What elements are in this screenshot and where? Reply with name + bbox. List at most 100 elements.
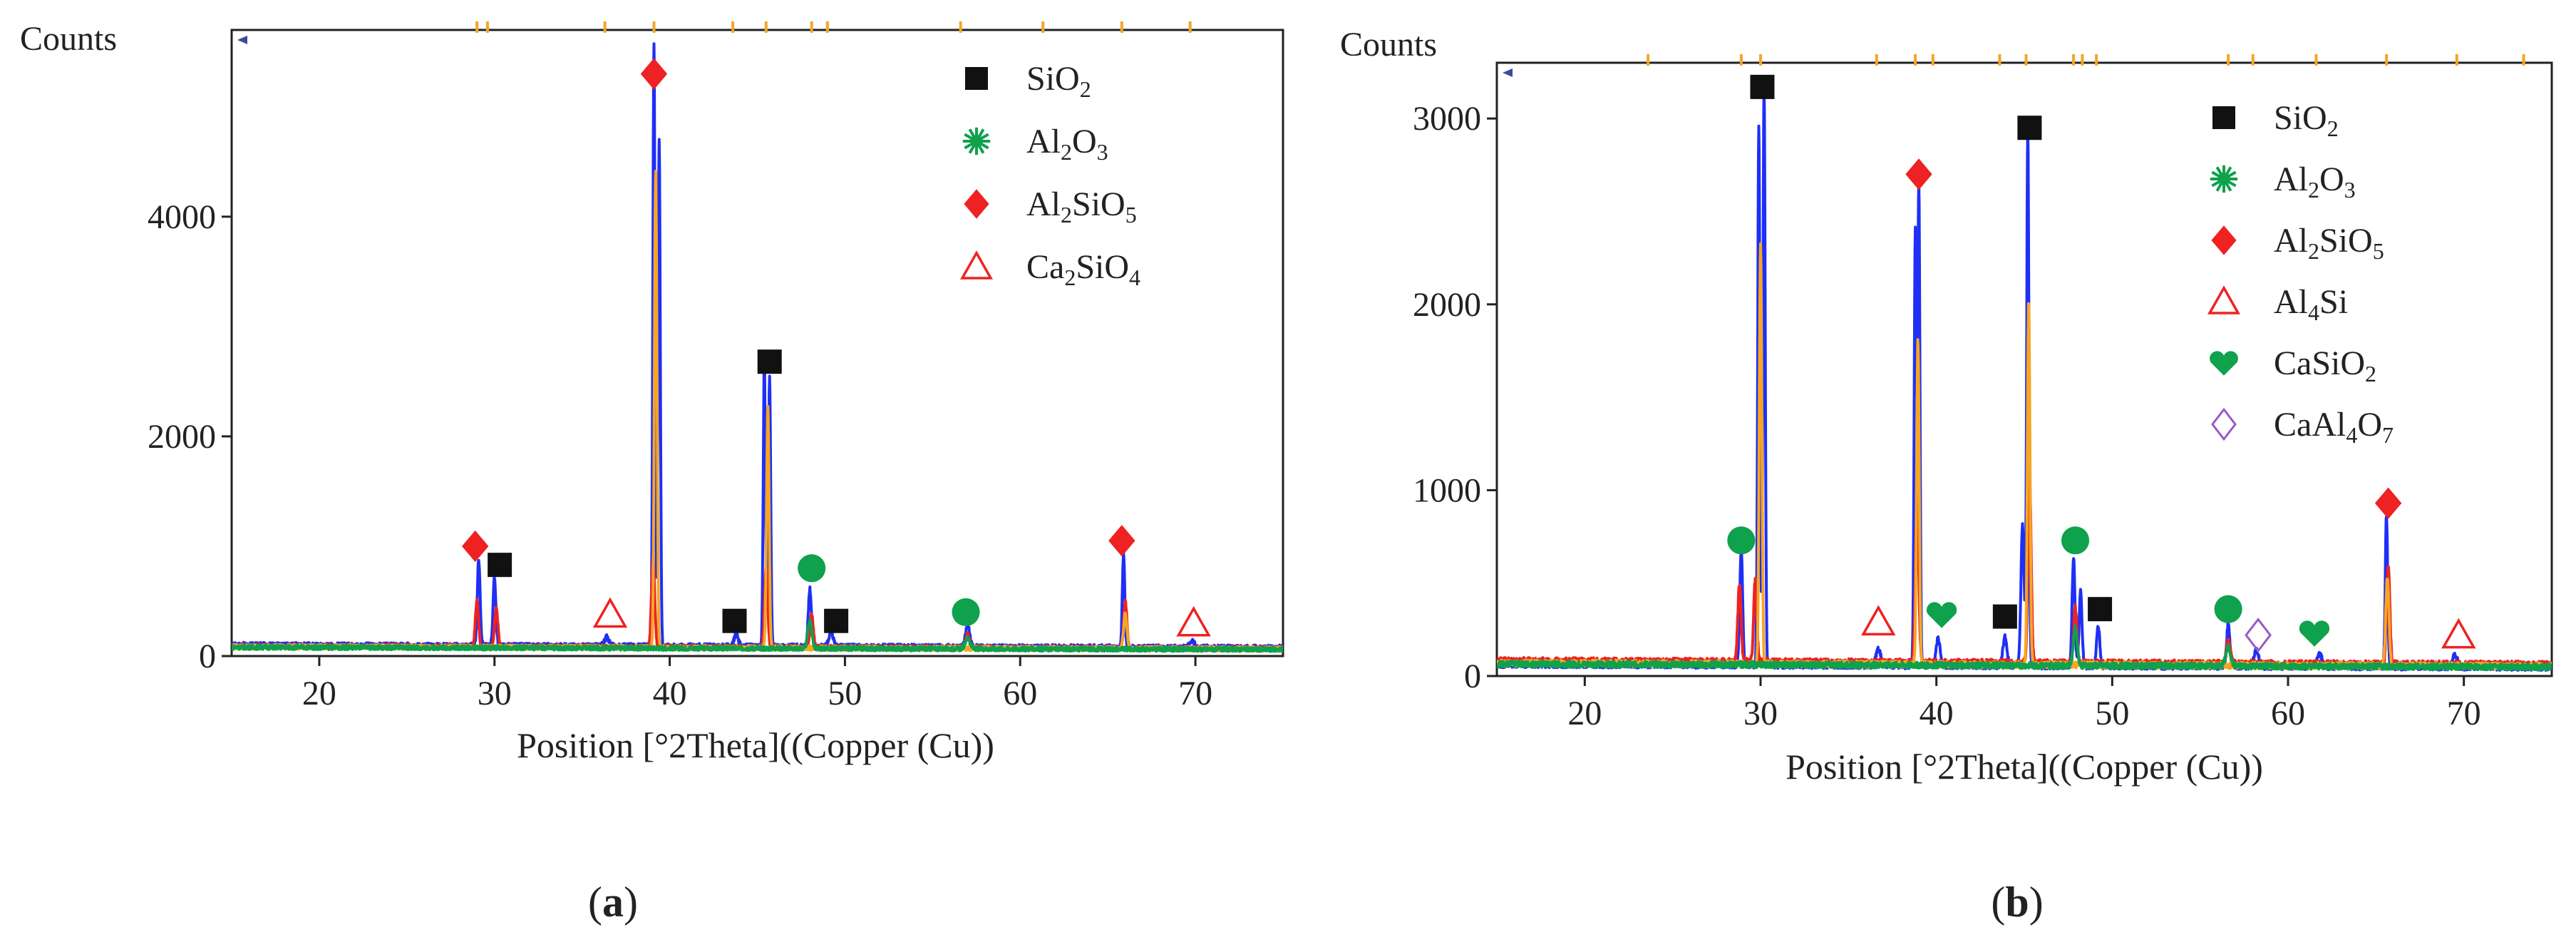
peak-marker-casio2 xyxy=(1926,602,1957,628)
formula-subscript: 4 xyxy=(2346,422,2357,448)
formula-subscript: 3 xyxy=(1097,139,1108,165)
x-tick-label: 60 xyxy=(1003,675,1037,712)
peak-marker-ca2sio4 xyxy=(1176,605,1211,637)
legend-symbol-triangle xyxy=(959,250,994,280)
formula-subscript: 5 xyxy=(1125,202,1137,227)
legend-symbol-star xyxy=(2210,165,2238,193)
peak-marker-al2o3 xyxy=(2061,526,2090,555)
formula-text: CaSiO xyxy=(2274,344,2365,382)
formula-text: O xyxy=(1072,123,1097,160)
legend-symbol-triangle xyxy=(2207,285,2241,314)
formula-text: SiO xyxy=(2274,99,2327,137)
y-tick-label: 0 xyxy=(199,638,216,675)
formula-subscript: 7 xyxy=(2382,422,2394,448)
formula-subscript: 2 xyxy=(2308,177,2319,203)
legend-symbol-square xyxy=(965,67,988,90)
peak-marker-sio2 xyxy=(722,608,747,633)
panel-label-paren: ( xyxy=(588,879,602,926)
peak-marker-sio2 xyxy=(757,349,782,374)
y-axis-label: Counts xyxy=(20,20,117,58)
x-axis-label: Position [°2Theta]((Copper (Cu)) xyxy=(517,725,994,765)
legend-label: SiO2 xyxy=(1026,60,1091,102)
peak-marker-al4si xyxy=(1861,605,1896,636)
formula-text: Si xyxy=(2319,283,2348,321)
formula-text: CaAl xyxy=(2274,406,2346,444)
peak-marker-sio2 xyxy=(824,608,849,633)
panel-label-paren: ) xyxy=(2029,879,2044,926)
peak-marker-al2o3 xyxy=(2214,595,2242,623)
x-axis-label: Position [°2Theta]((Copper (Cu)) xyxy=(1786,747,2263,787)
panel-label-letter: a xyxy=(602,879,624,926)
legend-label: Al2SiO5 xyxy=(2274,222,2384,264)
formula-subscript: 2 xyxy=(2327,116,2339,141)
x-tick-label: 70 xyxy=(2447,695,2481,732)
legend-label: CaAl4O7 xyxy=(2274,406,2394,448)
panel-label-paren: ( xyxy=(1991,879,2005,926)
y-tick-label: 2000 xyxy=(1413,286,1481,324)
star-core xyxy=(970,135,983,148)
y-tick-label: 2000 xyxy=(148,418,216,456)
formula-text: SiO xyxy=(1076,248,1129,286)
formula-subscript: 5 xyxy=(2373,238,2384,264)
peak-marker-casio2 xyxy=(2299,620,2330,647)
legend: SiO2 Al2O3 Al2SiO5 Ca 2SiO4 xyxy=(959,60,1140,290)
formula-text: SiO xyxy=(2319,222,2373,260)
legend-symbol-hollow-diamond xyxy=(2211,407,2237,441)
plot-frame xyxy=(1495,61,2553,677)
corner-icon xyxy=(237,36,247,44)
x-tick-label: 40 xyxy=(653,675,687,712)
series-line-blue-pattern xyxy=(232,42,1283,652)
legend-symbol-diamond xyxy=(2211,225,2237,255)
star-core xyxy=(2217,173,2230,185)
y-axis-label: Counts xyxy=(1340,26,1437,63)
legend-label: Al2SiO5 xyxy=(1026,185,1137,227)
formula-text: Al xyxy=(1026,185,1061,223)
legend-symbol-diamond xyxy=(964,189,989,219)
peak-marker-sio2 xyxy=(1750,74,1775,99)
peak-marker-sio2 xyxy=(1992,604,2017,629)
peak-marker-al4si xyxy=(2441,618,2476,649)
formula-subscript: 3 xyxy=(2344,177,2356,203)
formula-subscript: 4 xyxy=(1129,265,1140,290)
peak-marker-al2o3 xyxy=(798,554,826,583)
x-tick-label: 20 xyxy=(1567,695,1602,732)
pattern-group xyxy=(1497,78,2552,672)
formula-subscript: 2 xyxy=(1061,202,1072,227)
pattern-group xyxy=(232,42,1283,653)
x-tick-label: 60 xyxy=(2271,695,2305,732)
x-tick-label: 40 xyxy=(1920,695,1954,732)
panel-label-paren: ) xyxy=(624,879,638,926)
formula-subscript: 2 xyxy=(2365,361,2376,387)
peak-marker-al2o3 xyxy=(1727,526,1756,555)
peak-marker-al2sio5 xyxy=(462,530,489,563)
peak-marker-ca2sio4 xyxy=(592,597,628,628)
chart-panel-b: Counts 0 1000 2000 3000 20 30 40 50 60 70 Position … xyxy=(1340,26,2553,926)
legend-symbol-square xyxy=(2212,106,2235,129)
peak-marker-sio2 xyxy=(2088,597,2113,622)
x-tick-label: 30 xyxy=(478,675,512,712)
peak-marker-al2sio5 xyxy=(1905,158,1932,190)
series-line-green-pattern xyxy=(1497,624,2552,672)
legend-label: SiO2 xyxy=(2274,99,2339,141)
formula-text: Al xyxy=(2274,160,2308,198)
formula-text: Ca xyxy=(1026,248,1064,286)
legend-symbol-heart xyxy=(2210,351,2238,376)
formula-text: Al xyxy=(1026,123,1061,160)
peak-marker-caal4o7 xyxy=(2245,618,2272,653)
x-tick-label: 30 xyxy=(1743,695,1778,732)
x-tick-label: 70 xyxy=(1178,675,1212,712)
y-tick-label: 0 xyxy=(1464,657,1481,695)
plot-frame xyxy=(230,29,1284,657)
legend-label: CaSiO2 xyxy=(2274,344,2376,387)
series-line-green-pattern xyxy=(232,618,1283,653)
peak-marker-al2sio5 xyxy=(2374,487,2402,519)
y-tick-label: 1000 xyxy=(1413,471,1481,509)
panel-label-letter: b xyxy=(2005,879,2029,926)
legend-label: Al2O3 xyxy=(1026,123,1108,165)
peak-marker-al2sio5 xyxy=(640,58,668,90)
chart-panel-a: Counts 0 2000 4000 20 30 40 50 60 70 Position [°2T… xyxy=(20,20,1284,926)
series-line-orange-pattern xyxy=(1497,242,2552,671)
formula-text: O xyxy=(2319,160,2344,198)
